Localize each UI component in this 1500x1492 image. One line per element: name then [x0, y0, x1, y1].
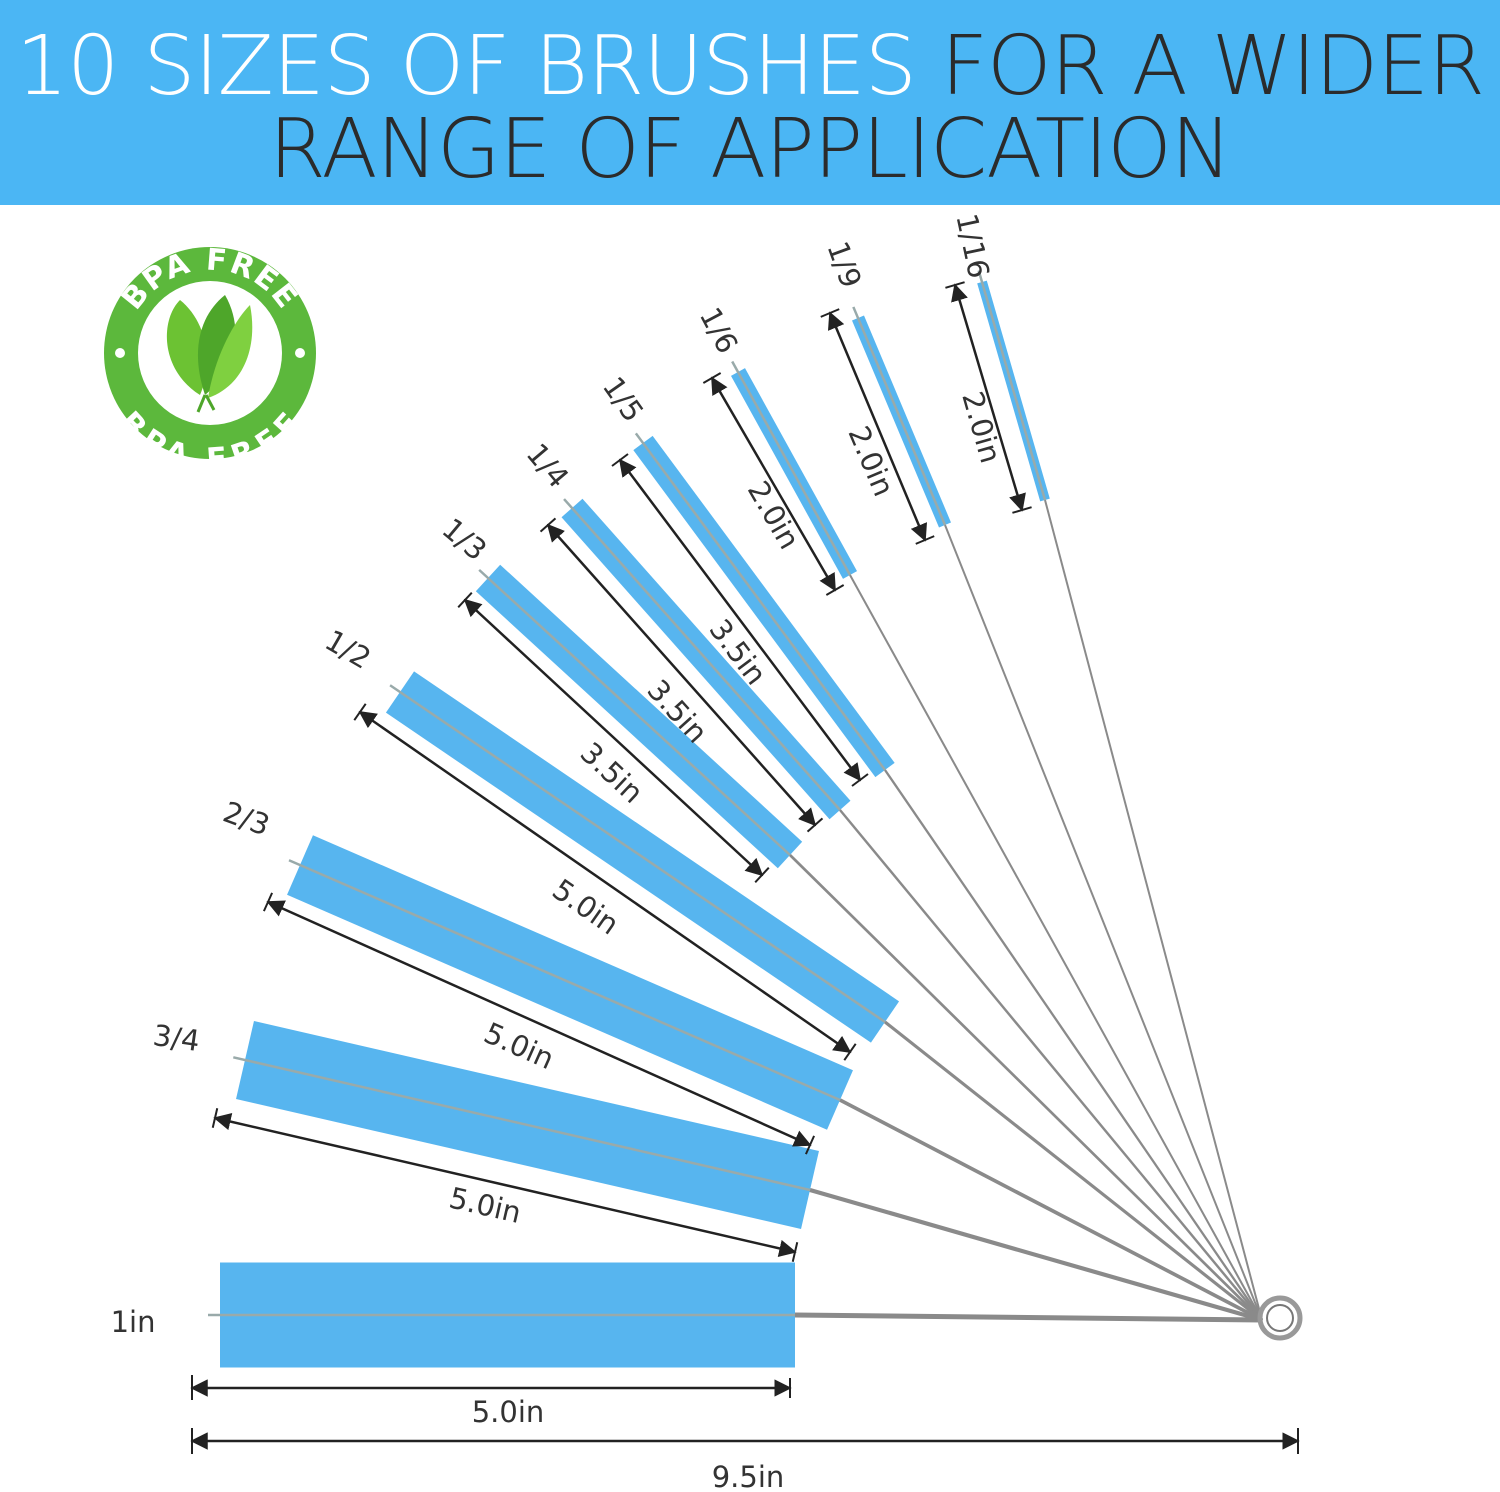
brush-core-wire: [977, 270, 1047, 501]
brush-wire: [809, 1187, 1263, 1323]
overall-length-dimension: 9.5in: [190, 1375, 1300, 1492]
size-label: 1/3: [436, 511, 494, 567]
brush-1in: [208, 1262, 795, 1368]
size-label: 3/4: [151, 1018, 202, 1058]
length-label: 5.0in: [472, 1395, 545, 1429]
brush-1-6: [730, 360, 858, 579]
overall-length-label: 9.5in: [712, 1460, 785, 1492]
brush-wire: [839, 1098, 1263, 1322]
brush-wire: [839, 809, 1263, 1321]
length-dimension: 2.0in 1/16: [945, 211, 1032, 514]
size-label: 1in: [111, 1305, 156, 1339]
size-label: 2/3: [219, 795, 274, 843]
brush-wire: [884, 769, 1263, 1321]
leaf-icon: [166, 295, 253, 413]
size-label: 1/9: [820, 237, 868, 292]
size-label: 1/4: [520, 437, 576, 495]
page-title-line1: 10 SIZES OF BRUSHES FOR A WIDER: [16, 19, 1485, 114]
brush-wire: [884, 1020, 1263, 1322]
brush-wire: [1044, 499, 1263, 1321]
brush-wire: [944, 524, 1263, 1321]
length-label: 5.0in: [479, 1016, 559, 1077]
brush-1-16: [977, 270, 1050, 502]
size-label: 1/2: [319, 623, 376, 676]
bpa-free-badge: BPA FREE BPA FREE: [104, 242, 316, 477]
brush-wire: [849, 574, 1263, 1321]
brush-1-9: [852, 306, 951, 528]
header-banner: [0, 0, 1500, 205]
hanging-ring: [1257, 1295, 1303, 1341]
length-dimension: 5.0in 1in: [111, 1305, 792, 1429]
brush-wire: [794, 1312, 1263, 1323]
length-label: 5.0in: [546, 872, 625, 941]
page-title-line2: RANGE OF APPLICATION: [268, 102, 1232, 197]
brush-wire: [789, 854, 1263, 1321]
size-label: 1/5: [596, 370, 651, 428]
length-label: 2.0in: [955, 388, 1008, 467]
size-label: 1/6: [693, 302, 745, 359]
size-label: 1/16: [949, 211, 996, 282]
